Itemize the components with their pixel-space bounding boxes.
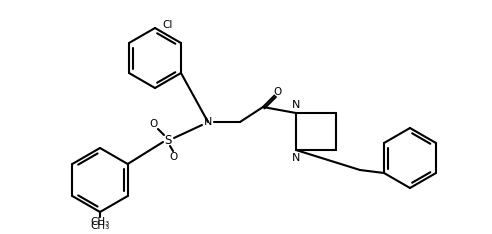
- Text: O: O: [274, 87, 282, 97]
- Text: O: O: [150, 119, 158, 129]
- Text: S: S: [164, 134, 172, 146]
- Text: N: N: [292, 100, 300, 110]
- Text: Cl: Cl: [162, 20, 172, 30]
- Text: CH₃: CH₃: [91, 217, 110, 227]
- Text: CH₃: CH₃: [91, 221, 110, 231]
- Text: N: N: [204, 117, 212, 127]
- Text: N: N: [292, 153, 300, 163]
- Text: O: O: [169, 152, 177, 162]
